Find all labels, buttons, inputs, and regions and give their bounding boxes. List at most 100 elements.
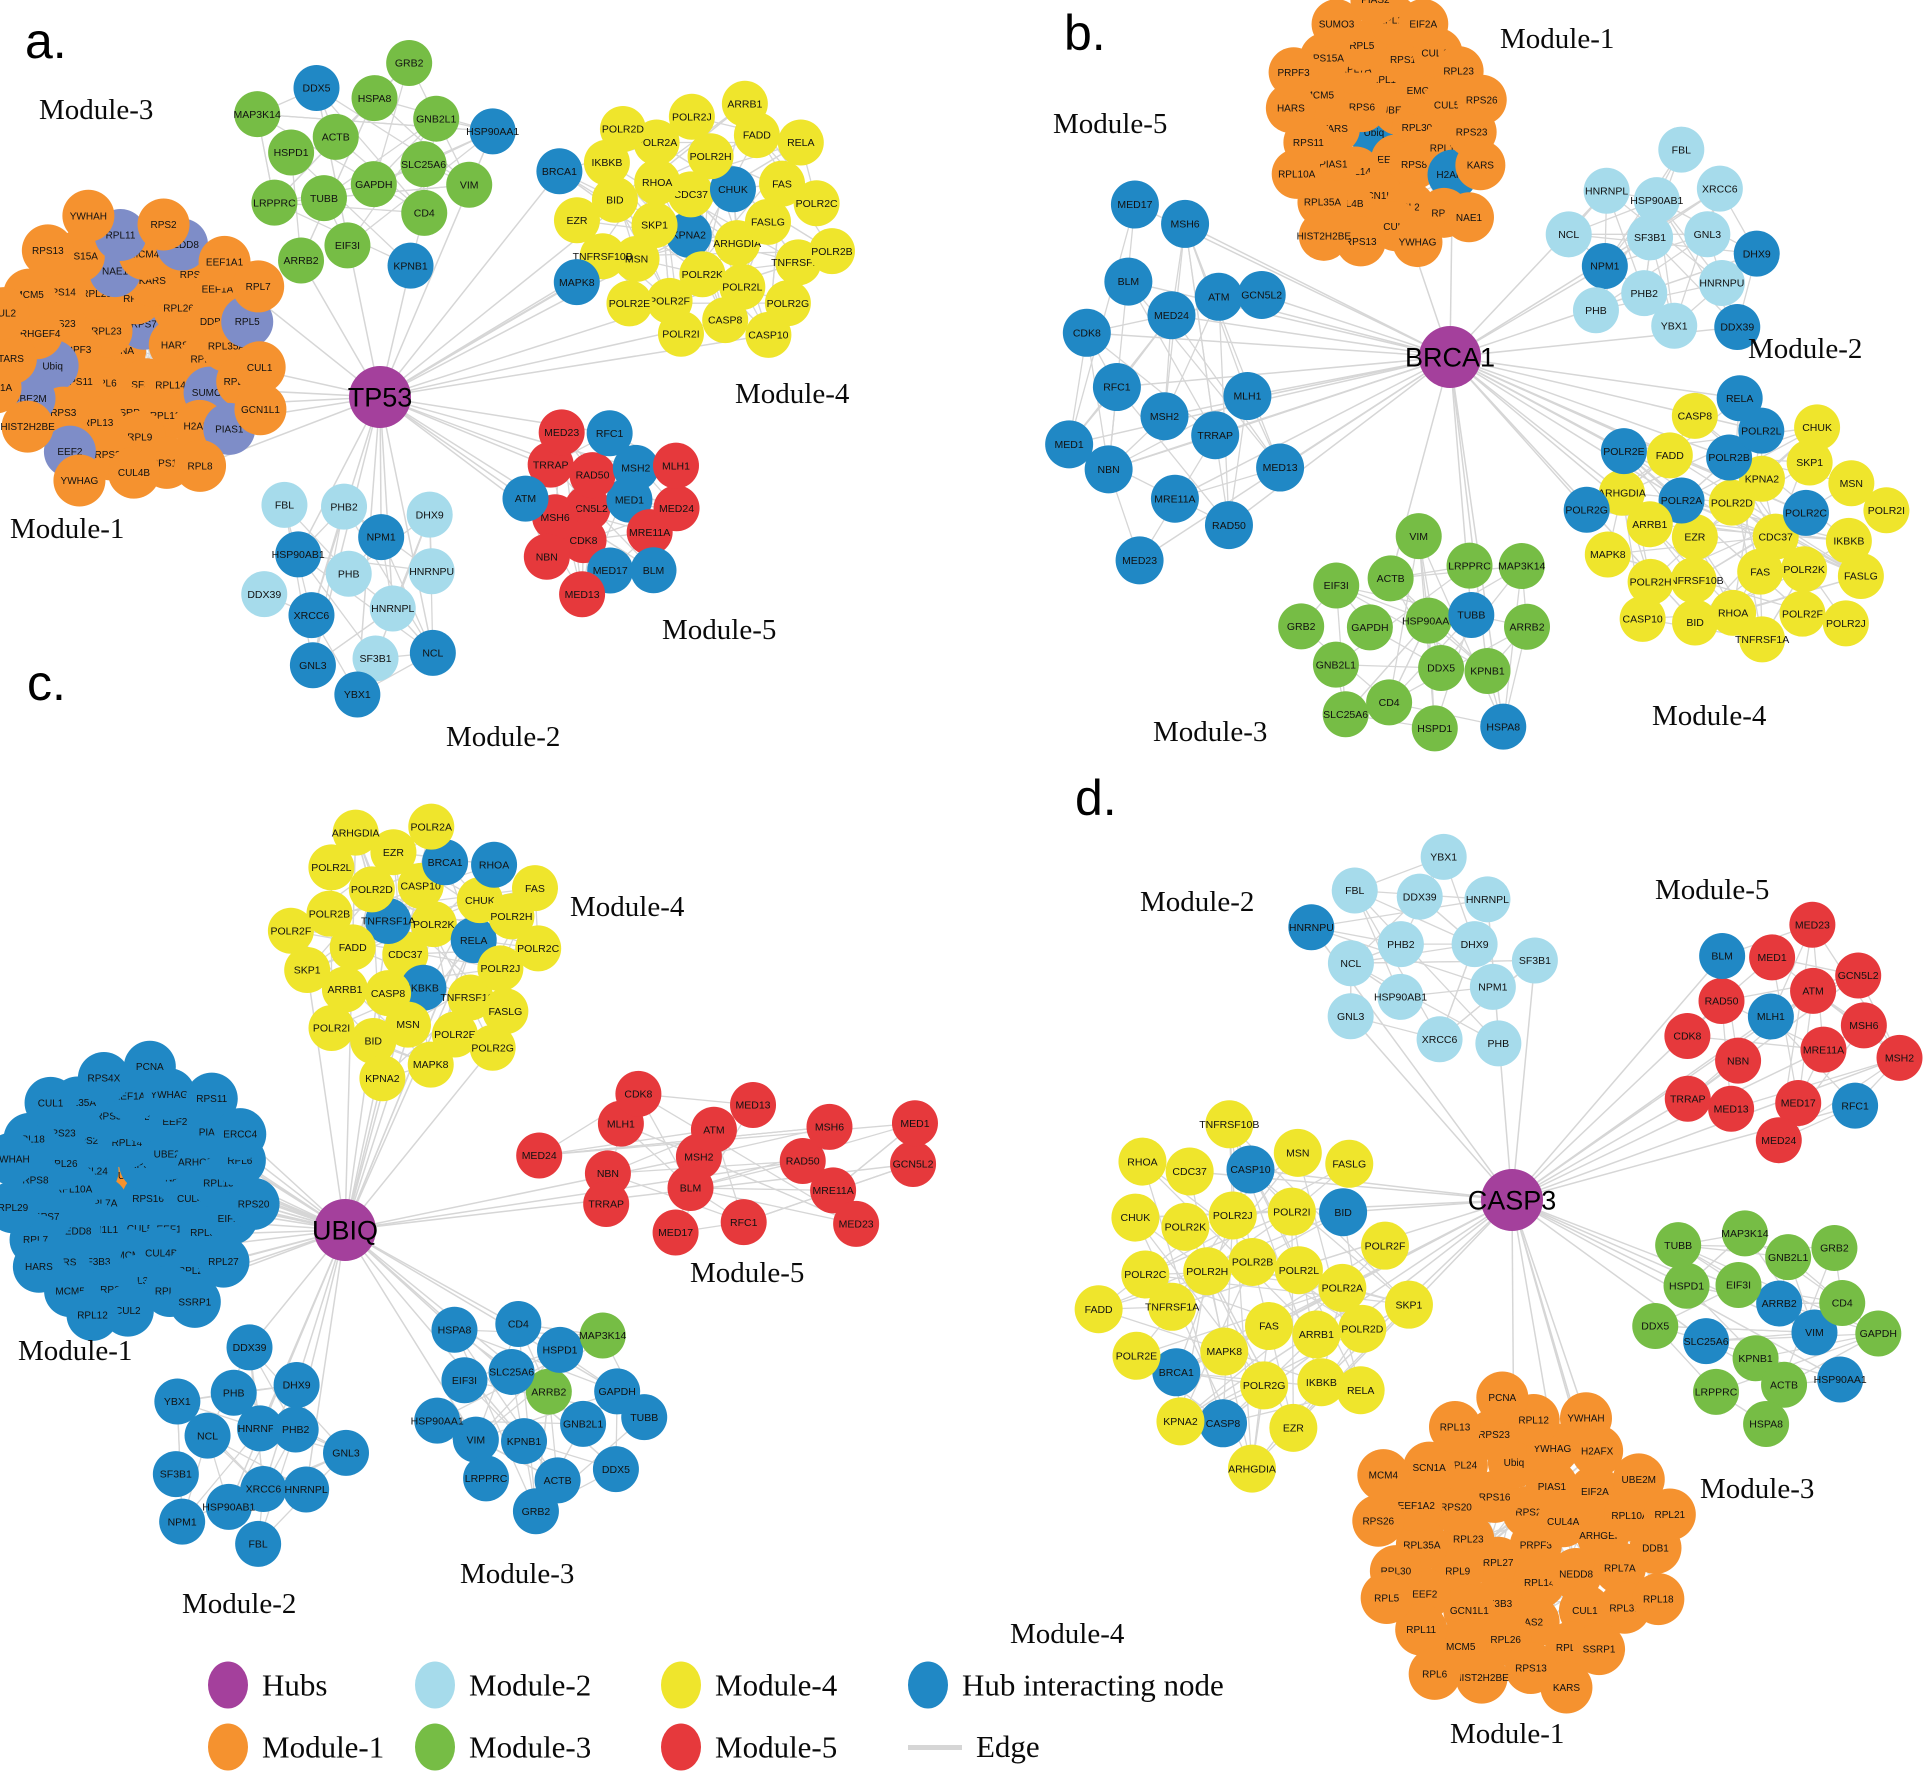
c-node-DDX39[interactable]: DDX39 (226, 1324, 273, 1371)
d-node-FAS[interactable]: FAS (1244, 1302, 1293, 1351)
d-node-XRCC6[interactable]: XRCC6 (1416, 1016, 1463, 1063)
d-node-PCNA[interactable]: PCNA (1476, 1371, 1529, 1424)
b-node-MED17[interactable]: MED17 (1110, 180, 1159, 229)
c-node-RPL12[interactable]: RPL12 (66, 1288, 119, 1341)
d-node-YBX1[interactable]: YBX1 (1420, 833, 1467, 880)
b-node-NAE1[interactable]: NAE1 (1443, 192, 1494, 243)
a-node-YWHAH[interactable]: YWHAH (62, 189, 115, 242)
c-node-FBL[interactable]: FBL (235, 1520, 282, 1567)
c-node-MED23[interactable]: MED23 (833, 1200, 880, 1247)
c-node-POLR2A[interactable]: POLR2A (408, 803, 455, 850)
c-node-RPS20[interactable]: RPS20 (227, 1177, 280, 1230)
d-node-GNB2L1[interactable]: GNB2L1 (1765, 1234, 1812, 1281)
d-node-CD4[interactable]: CD4 (1819, 1280, 1866, 1327)
a-node-CUL4B[interactable]: CUL4B (107, 446, 160, 499)
a-node-CASP10[interactable]: CASP10 (745, 311, 792, 358)
c-hub-node-UBIQ[interactable]: UBIQ (312, 1199, 378, 1261)
c-node-MSH6[interactable]: MSH6 (806, 1103, 853, 1150)
d-node-MED1[interactable]: MED1 (1749, 934, 1796, 981)
a-node-NCL[interactable]: NCL (409, 629, 456, 676)
b-node-MED1[interactable]: MED1 (1045, 420, 1094, 469)
b-node-POLR2I[interactable]: POLR2I (1863, 487, 1910, 534)
a-node-KPNB1[interactable]: KPNB1 (387, 242, 434, 289)
b-node-SLC25A6[interactable]: SLC25A6 (1322, 691, 1369, 738)
d-node-MAPK8[interactable]: MAPK8 (1200, 1327, 1249, 1376)
d-node-HSP90AA1[interactable]: HSP90AA1 (1814, 1356, 1867, 1403)
d-node-DDX5[interactable]: DDX5 (1632, 1303, 1679, 1350)
d-node-PHB2[interactable]: PHB2 (1377, 921, 1424, 968)
a-node-YWHAG[interactable]: YWHAG (53, 454, 106, 507)
b-node-CHUK[interactable]: CHUK (1794, 404, 1841, 451)
b-node-HNRNPL[interactable]: HNRNPL (1583, 167, 1630, 214)
a-node-GCN1L1[interactable]: GCN1L1 (234, 383, 287, 436)
b-node-POLR2G[interactable]: POLR2G (1563, 486, 1610, 533)
b-node-CASP10[interactable]: CASP10 (1619, 595, 1666, 642)
b-node-POLR2K[interactable]: POLR2K (1781, 546, 1828, 593)
a-node-BRCA1[interactable]: BRCA1 (536, 148, 583, 195)
d-node-RAD50[interactable]: RAD50 (1698, 977, 1745, 1024)
a-node-HSP90AA1[interactable]: HSP90AA1 (466, 108, 519, 155)
a-node-RAD50[interactable]: RAD50 (569, 452, 616, 499)
b-node-BLM[interactable]: BLM (1104, 257, 1153, 306)
d-node-MED13[interactable]: MED13 (1708, 1085, 1755, 1132)
d-node-POLR2E[interactable]: POLR2E (1112, 1331, 1161, 1380)
a-node-HSPA8[interactable]: HSPA8 (351, 75, 398, 122)
b-node-NPM1[interactable]: NPM1 (1581, 243, 1628, 290)
d-node-MRE11A[interactable]: MRE11A (1800, 1026, 1847, 1073)
b-node-FASLG[interactable]: FASLG (1837, 552, 1884, 599)
a-node-ARRB1[interactable]: ARRB1 (721, 80, 768, 127)
a-node-POLR2I[interactable]: POLR2I (657, 310, 704, 357)
d-node-POLR2C[interactable]: POLR2C (1121, 1250, 1170, 1299)
b-node-CDK8[interactable]: CDK8 (1062, 308, 1111, 357)
d-node-CDC37[interactable]: CDC37 (1165, 1147, 1214, 1196)
d-node-DHX9[interactable]: DHX9 (1451, 921, 1498, 968)
b-node-HSPA8[interactable]: HSPA8 (1480, 703, 1527, 750)
d-node-TNFRSF10B[interactable]: TNFRSF10B (1199, 1100, 1259, 1149)
b-node-CD4[interactable]: CD4 (1366, 679, 1413, 726)
d-node-MAP3K14[interactable]: MAP3K14 (1721, 1210, 1769, 1257)
b-node-POLR2J[interactable]: POLR2J (1822, 600, 1869, 647)
b-node-EIF3I[interactable]: EIF3I (1313, 562, 1360, 609)
a-node-MED23[interactable]: MED23 (538, 409, 585, 456)
c-node-BLM[interactable]: BLM (667, 1164, 714, 1211)
b-node-POLR2E[interactable]: POLR2E (1600, 428, 1647, 475)
c-node-ATM[interactable]: ATM (690, 1106, 737, 1153)
b-node-RAD50[interactable]: RAD50 (1204, 501, 1253, 550)
b-node-KARS[interactable]: KARS (1455, 140, 1506, 191)
d-node-RHOA[interactable]: RHOA (1118, 1137, 1167, 1186)
d-node-RPL13[interactable]: RPL13 (1429, 1401, 1482, 1454)
d-node-MSH6[interactable]: MSH6 (1840, 1002, 1887, 1049)
b-node-MED13[interactable]: MED13 (1256, 443, 1305, 492)
c-node-MED13[interactable]: MED13 (730, 1081, 777, 1128)
c-node-CD4[interactable]: CD4 (495, 1300, 542, 1347)
d-node-NCL[interactable]: NCL (1327, 940, 1374, 987)
d-node-RELA[interactable]: RELA (1336, 1366, 1385, 1415)
b-node-GNB2L1[interactable]: GNB2L1 (1312, 641, 1359, 688)
a-node-POLR2E[interactable]: POLR2E (606, 280, 653, 327)
d-node-HNRNPU[interactable]: HNRNPU (1288, 904, 1335, 951)
c-node-DDX5[interactable]: DDX5 (592, 1446, 639, 1493)
d-node-MED24[interactable]: MED24 (1755, 1117, 1802, 1164)
b-node-MLH1[interactable]: MLH1 (1223, 372, 1272, 421)
b-node-MED24[interactable]: MED24 (1147, 291, 1196, 340)
a-node-POLR2D[interactable]: POLR2D (599, 106, 646, 153)
a-node-YBX1[interactable]: YBX1 (334, 671, 381, 718)
d-node-MLH1[interactable]: MLH1 (1747, 993, 1794, 1040)
d-node-HSPD1[interactable]: HSPD1 (1663, 1262, 1710, 1309)
d-node-CASP8[interactable]: CASP8 (1199, 1399, 1248, 1448)
a-node-DDX5[interactable]: DDX5 (293, 64, 340, 111)
a-node-GRB2[interactable]: GRB2 (386, 40, 433, 87)
c-node-LRPPRC[interactable]: LRPPRC (463, 1455, 510, 1502)
d-node-MSH2[interactable]: MSH2 (1876, 1034, 1923, 1081)
b-node-YWHAG[interactable]: YWHAG (1392, 217, 1443, 268)
c-node-POLR2I[interactable]: POLR2I (308, 1004, 355, 1051)
b-node-FADD[interactable]: FADD (1646, 432, 1693, 479)
c-node-NPM1[interactable]: NPM1 (159, 1498, 206, 1545)
b-node-ARRB2[interactable]: ARRB2 (1504, 603, 1551, 650)
c-node-MAPK8[interactable]: MAPK8 (407, 1041, 454, 1088)
a-node-HSP90AB1[interactable]: HSP90AB1 (272, 531, 325, 578)
d-node-POLR2F[interactable]: POLR2F (1361, 1221, 1410, 1270)
c-node-SF3B1[interactable]: SF3B1 (152, 1451, 199, 1498)
d-node-EIF3I[interactable]: EIF3I (1715, 1261, 1762, 1308)
d-node-ARHGDIA[interactable]: ARHGDIA (1227, 1444, 1276, 1493)
